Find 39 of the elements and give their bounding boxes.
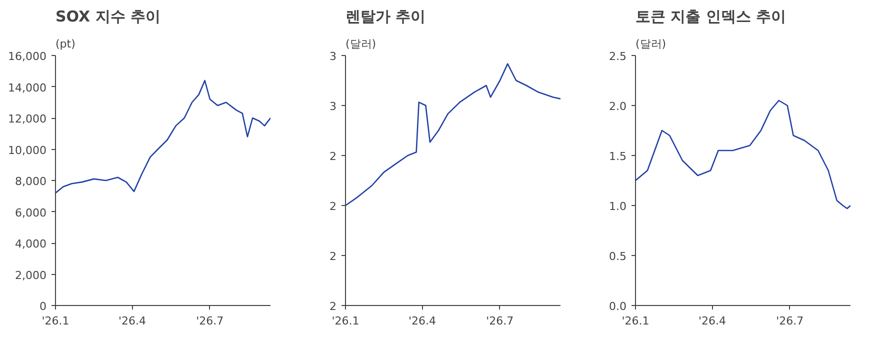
y-tick-label: 2 bbox=[330, 300, 336, 313]
y-tick-label: 0.0 bbox=[609, 300, 627, 313]
y-tick-label: 2 bbox=[330, 150, 336, 163]
y-tick-label: 4,000 bbox=[15, 238, 47, 250]
x-tick-label: '26.1 bbox=[42, 314, 70, 328]
y-tick-label: 0 bbox=[40, 300, 46, 313]
x-tick-label: '26.7 bbox=[776, 314, 804, 328]
y-tick-label: 1.0 bbox=[609, 200, 627, 213]
y-tick-label: 10,000 bbox=[8, 144, 47, 157]
y-tick-label: 14,000 bbox=[8, 81, 47, 94]
y-tick-label: 6,000 bbox=[15, 206, 47, 220]
y-tick-label: 2.0 bbox=[609, 100, 627, 113]
y-tick-label: 2 bbox=[330, 200, 336, 213]
y-tick-label: 2,000 bbox=[15, 268, 47, 282]
y-tick-label: 3 bbox=[330, 50, 336, 63]
y-axis-title: (pt) bbox=[56, 38, 76, 50]
x-tick-label: '26.4 bbox=[408, 314, 436, 328]
chart-title: 렌탈가 추이 bbox=[346, 8, 426, 26]
line-series bbox=[346, 63, 560, 206]
x-tick-label: '26.1 bbox=[622, 314, 650, 328]
x-tick-label: '26.4 bbox=[698, 314, 726, 328]
x-tick-label: '26.7 bbox=[486, 314, 514, 328]
y-tick-label: 8,000 bbox=[15, 175, 47, 188]
x-tick-label: '26.1 bbox=[332, 314, 360, 328]
line-series bbox=[56, 80, 270, 194]
y-tick-label: 2 bbox=[330, 250, 336, 263]
x-tick-label: '26.7 bbox=[196, 314, 224, 328]
y-tick-label: 1.5 bbox=[609, 150, 627, 163]
y-axis-title: (달러) bbox=[346, 38, 376, 50]
line-series bbox=[636, 100, 850, 210]
y-tick-label: 2.5 bbox=[609, 50, 627, 63]
y-tick-label: 16,000 bbox=[8, 50, 47, 63]
y-tick-label: 0.5 bbox=[609, 250, 627, 263]
y-tick-label: 3 bbox=[330, 100, 336, 113]
x-tick-label: '26.4 bbox=[118, 314, 146, 328]
y-tick-label: 12,000 bbox=[8, 112, 47, 126]
chart-title: 토큰 지출 인덱스 추이 bbox=[636, 8, 786, 26]
chart-title: SOX 지수 추이 bbox=[56, 8, 161, 26]
y-axis-title: (달러) bbox=[636, 38, 666, 50]
